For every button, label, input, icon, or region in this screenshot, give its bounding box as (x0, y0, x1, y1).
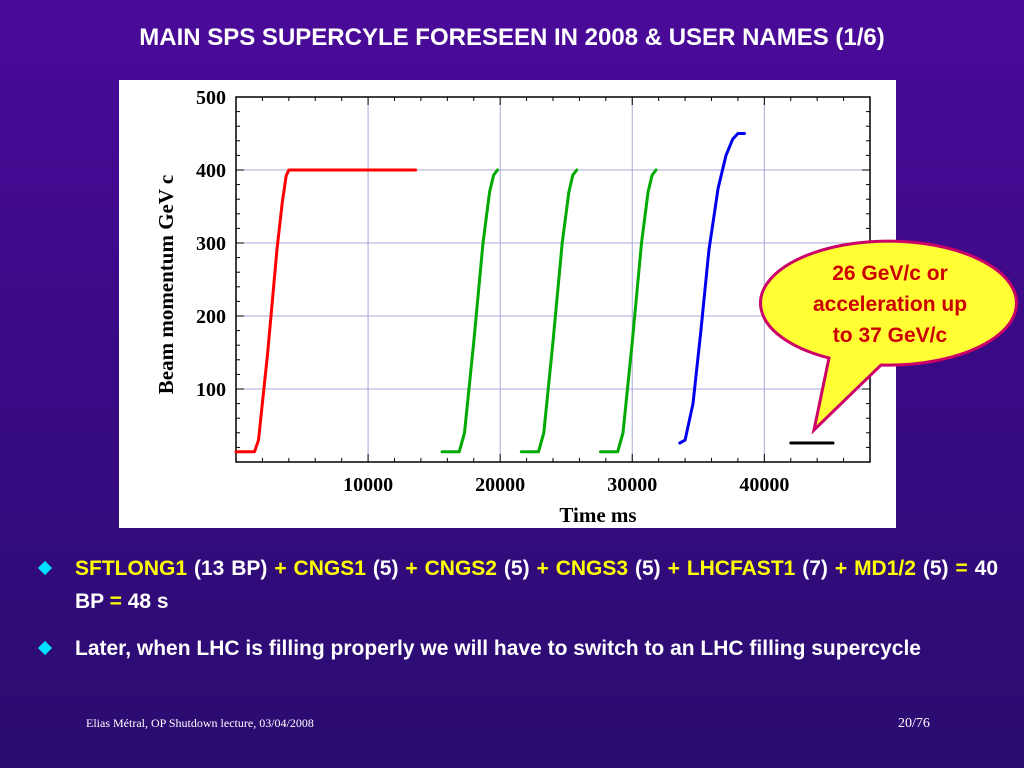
series-line-3 (519, 168, 579, 454)
bullet-segment: MD1/2 (854, 557, 916, 580)
page-number: 20/76 (898, 716, 930, 731)
bullet-segment: Later, when LHC is filling properly we w… (75, 637, 921, 660)
callout: 26 GeV/c or acceleration up to 37 GeV/c (756, 236, 1024, 436)
y-tick-label: 200 (196, 306, 226, 328)
bullet-segment (549, 557, 556, 580)
bullet-segment: (13 BP) (187, 557, 275, 580)
y-tick-label: 300 (196, 233, 226, 255)
x-axis-label: Time ms (559, 503, 636, 527)
bullet-lhc: Later, when LHC is filling properly we w… (37, 632, 998, 665)
y-tick-label: 400 (196, 160, 226, 182)
diamond-bullet-icon (37, 640, 53, 656)
bullet-segment: SFTLONG1 (75, 557, 188, 580)
callout-text: 26 GeV/c or acceleration up to 37 GeV/c (762, 258, 1018, 351)
bullet-segment: + (536, 557, 549, 580)
bullet-segment: 40 BP (75, 557, 999, 613)
bullet-text: Later, when LHC is filling properly we w… (75, 637, 921, 660)
bullet-segment: + (667, 557, 680, 580)
bullet-segment (418, 557, 425, 580)
series-line-5 (678, 132, 746, 445)
diamond-bullet-icon (37, 560, 53, 576)
callout-line-1: 26 GeV/c or (832, 262, 948, 285)
bullet-segment: = (955, 557, 968, 580)
bullet-segment: (5) (628, 557, 668, 580)
bullet-segment: CNGS3 (555, 557, 629, 580)
x-tick-label: 30000 (607, 474, 657, 496)
bullet-text: SFTLONG1 (13 BP) + CNGS1 (5) + CNGS2 (5)… (75, 557, 998, 613)
bullet-segment (680, 557, 687, 580)
x-tick-label: 10000 (343, 474, 393, 496)
bullet-segment: + (405, 557, 418, 580)
callout-line-2: acceleration up (812, 293, 968, 316)
bullet-segment: + (274, 557, 287, 580)
bullet-segment: (5) (496, 557, 537, 580)
series-line-1 (234, 168, 418, 454)
bullet-segment: LHCFAST1 (686, 557, 796, 580)
bullet-segment: 48 s (121, 590, 169, 613)
bullet-list: SFTLONG1 (13 BP) + CNGS1 (5) + CNGS2 (5)… (37, 552, 998, 679)
slide-title: MAIN SPS SUPERCYLE FORESEEN IN 2008 & US… (139, 24, 885, 51)
x-tick-label: 40000 (739, 474, 789, 496)
x-tick-label: 20000 (475, 474, 525, 496)
y-tick-label: 500 (196, 87, 226, 109)
bullet-segment: + (834, 557, 848, 580)
bullet-segment: CNGS2 (424, 557, 497, 580)
y-axis-label: Beam momentum GeV c (154, 175, 178, 395)
callout-line-3: to 37 GeV/c (832, 324, 948, 347)
bullet-segment (287, 557, 294, 580)
bullet-supercycle: SFTLONG1 (13 BP) + CNGS1 (5) + CNGS2 (5)… (37, 552, 998, 618)
bullet-segment: CNGS1 (293, 557, 366, 580)
y-tick-label: 100 (196, 379, 226, 401)
bullet-segment: (5) (365, 557, 406, 580)
footer-author: Elias Métral, OP Shutdown lecture, 03/04… (86, 716, 314, 730)
bullet-segment: (7) (795, 557, 835, 580)
series-line-4 (599, 168, 658, 454)
callout-bubble (759, 239, 1018, 435)
bullet-segment: (5) (915, 557, 956, 580)
series-line-2 (440, 168, 499, 454)
bullet-segment: = (109, 590, 122, 613)
